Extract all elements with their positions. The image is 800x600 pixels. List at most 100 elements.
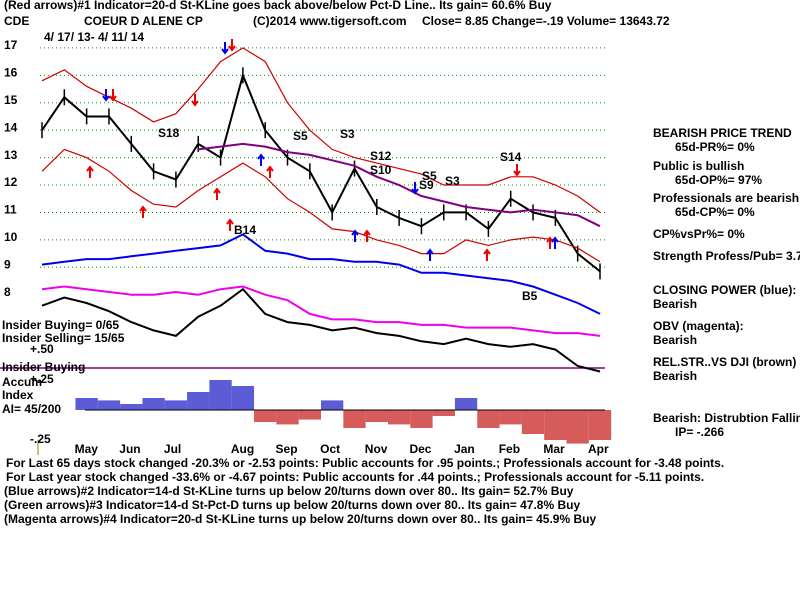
arrow [551,236,559,249]
header-line: (Red arrows)#1 Indicator=20-d St-KLine g… [4,0,552,12]
accum-bar [343,410,366,428]
footer-text: (Green arrows)#3 Indicator=14-d St-Pct-D… [4,498,580,512]
annotation: S3 [445,174,460,188]
x-tick-label: Mar [543,442,565,456]
side-text: 65d-OP%= 97% [675,173,762,187]
annotation: S10 [370,163,392,177]
x-tick-label: Apr [588,442,609,456]
arrow [221,42,229,55]
series-line [198,142,601,228]
accum-bar [97,400,121,410]
left-text: Accum [2,375,42,389]
x-tick-label: Feb [499,442,520,456]
side-text: Strength Profess/Pub= 3.7 [653,249,800,263]
y-tick-label: 14 [4,120,18,134]
series-line [41,287,601,373]
annotation: B14 [234,223,256,237]
side-text: BEARISH PRICE TREND [653,126,792,140]
date-range: 4/ 17/ 13- 4/ 11/ 14 [44,30,144,44]
side-text: Bearish [653,297,697,311]
y2-tick-label: -.25 [30,432,51,446]
arrow [191,94,199,107]
annotation: S5 [422,169,437,183]
arrow [363,229,371,242]
accum-bar [477,410,500,428]
arrow [226,218,234,231]
side-text: Bearish [653,333,697,347]
accum-bar [120,404,143,410]
accum-bar [321,400,344,410]
left-text: Insider Selling= 15/65 [2,331,125,345]
left-text: Index [2,388,34,402]
y-tick-label: 15 [4,93,18,107]
x-tick-label: Dec [409,442,431,456]
arrow [213,187,221,200]
y-tick-label: 11 [4,203,17,217]
left-text: AI= 45/200 [2,402,61,416]
y-tick-label: 16 [4,65,18,79]
annotation: S18 [158,126,180,140]
arrow [102,89,110,102]
series-line [41,285,601,337]
arrow [257,153,265,166]
accum-bar [387,410,411,425]
arrow [513,164,521,177]
left-text: Insider Buying [2,360,85,374]
y2-tick-label: +.25 [30,372,54,386]
accum-bar [521,410,545,434]
accum-bar [187,392,210,410]
side-text: Bearish: Distrubtion Falling [653,411,800,425]
accum-bar [164,400,188,410]
annotation: S3 [340,127,355,141]
arrow [266,165,274,178]
series-line [41,72,601,273]
side-text: IP= -.266 [675,425,724,439]
accum-bar [209,380,232,410]
side-text: 65d-CP%= 0% [675,205,755,219]
y-tick-label: 8 [4,285,11,299]
arrow [228,39,236,52]
annotation: S9 [419,178,434,192]
company: COEUR D ALENE CP [84,14,203,28]
x-tick-label: Jul [164,442,181,456]
x-tick-label: May [75,442,99,456]
accum-bar [566,410,589,444]
y-tick-label: 17 [4,38,18,52]
accum-bar [254,410,277,422]
arrow [411,182,419,195]
side-text: Bearish [653,369,697,383]
side-text: 65d-PR%= 0% [675,140,755,154]
y-tick-label: 10 [4,230,18,244]
accum-bar [432,410,455,416]
x-tick-label: Oct [320,442,340,456]
x-tick-label: Jan [454,442,475,456]
arrow [109,89,117,102]
accum-bar [298,410,321,420]
series-line [41,233,601,315]
footer-text: (Magenta arrows)#4 Indicator=20-d St-KLi… [4,512,596,526]
y-tick-label: 9 [4,257,11,271]
accum-bar [231,386,255,410]
x-tick-label: Sep [276,442,298,456]
annotation: B5 [522,289,538,303]
x-tick-label: Nov [365,442,388,456]
accum-bar [276,410,299,425]
arrow [426,248,434,261]
series-line [41,47,601,213]
y-tick-label: 13 [4,148,18,162]
side-text: CLOSING POWER (blue): [653,283,796,297]
symbol: CDE [4,14,29,28]
y-tick-label: 12 [4,175,18,189]
footer-text: (Blue arrows)#2 Indicator=14-d St-KLine … [4,484,574,498]
accum-bar [499,410,522,425]
left-text: Insider Buying= 0/65 [2,318,119,332]
annotation: S12 [370,149,392,163]
footer-text: For Last 65 days stock changed -20.3% or… [6,456,724,470]
arrow [86,165,94,178]
side-text: Professionals are bearish [653,191,799,205]
side-text: Public is bullish [653,159,744,173]
side-text: OBV (magenta): [653,319,744,333]
side-text: REL.STR..VS DJI (brown) [653,355,796,369]
